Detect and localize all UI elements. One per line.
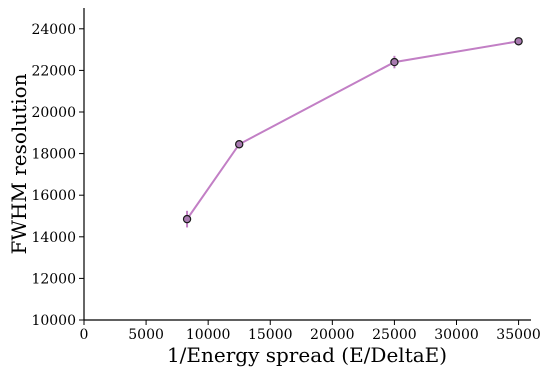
data-point bbox=[235, 140, 244, 149]
y-axis-title: FWHM resolution bbox=[7, 73, 31, 254]
x-axis-title: 1/Energy spread (E/DeltaE) bbox=[167, 343, 447, 367]
x-tick-label: 0 bbox=[80, 327, 89, 343]
y-tick-label: 14000 bbox=[31, 230, 76, 246]
y-tick-label: 18000 bbox=[31, 147, 76, 163]
x-tick-label: 15000 bbox=[248, 327, 293, 343]
x-tick-label: 5000 bbox=[128, 327, 164, 343]
y-tick-label: 20000 bbox=[31, 105, 76, 121]
data-point bbox=[390, 57, 399, 67]
x-tick-label: 30000 bbox=[434, 327, 479, 343]
series-line bbox=[186, 40, 519, 220]
x-tick-label: 10000 bbox=[186, 327, 231, 343]
x-tick-label: 25000 bbox=[372, 327, 417, 343]
y-tick-label: 24000 bbox=[31, 22, 76, 38]
y-tick-label: 12000 bbox=[31, 271, 76, 287]
data-point bbox=[182, 214, 192, 224]
x-tick-label: 20000 bbox=[310, 327, 355, 343]
y-tick-label: 22000 bbox=[31, 63, 76, 79]
y-ticks: 10000 12000 14000 16000 18000 20000 22000 24000 bbox=[31, 22, 84, 329]
axes bbox=[83, 8, 531, 321]
x-ticks: 0 5000 10000 15000 20000 25000 30000 35000 bbox=[80, 320, 541, 343]
data-point bbox=[514, 37, 523, 46]
y-tick-label: 10000 bbox=[31, 313, 76, 329]
series bbox=[182, 37, 523, 228]
x-tick-label: 35000 bbox=[496, 327, 541, 343]
y-tick-label: 16000 bbox=[31, 188, 76, 204]
